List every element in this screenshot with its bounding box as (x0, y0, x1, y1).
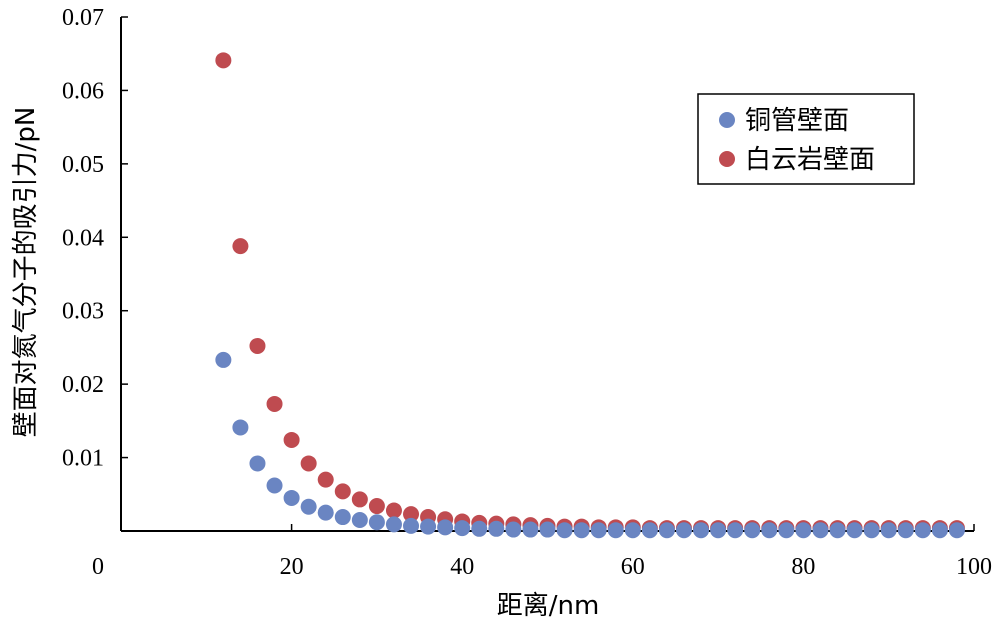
legend-box (697, 93, 915, 185)
x-tick-label: 0 (92, 554, 104, 580)
point-copper (863, 522, 880, 539)
point-copper (590, 522, 607, 539)
legend-marker-copper (719, 112, 735, 128)
legend: 铜管壁面 白云岩壁面 (697, 93, 915, 185)
point-copper (232, 419, 249, 436)
point-copper (420, 518, 437, 535)
point-dolomite (385, 502, 402, 519)
point-copper (317, 504, 334, 521)
y-tick-label: 0.06 (62, 78, 104, 104)
point-copper (641, 522, 658, 539)
legend-marker-dolomite (719, 151, 735, 167)
point-copper (505, 521, 522, 538)
point-copper (522, 521, 539, 538)
point-copper (948, 522, 965, 539)
point-dolomite (283, 431, 300, 448)
point-copper (829, 522, 846, 539)
point-copper (556, 522, 573, 539)
data-points (215, 52, 965, 539)
point-dolomite (351, 491, 368, 508)
point-copper (539, 521, 556, 538)
x-tick-label: 40 (450, 554, 474, 580)
y-ticks: 0.01 0.02 0.03 0.04 0.05 0.06 0.07 (62, 5, 128, 472)
point-copper (914, 522, 931, 539)
point-dolomite (300, 455, 317, 472)
x-tick-label: 80 (791, 554, 815, 580)
point-copper (931, 522, 948, 539)
y-tick-label: 0.05 (62, 152, 104, 178)
point-dolomite (266, 395, 283, 412)
point-dolomite (368, 498, 385, 515)
point-dolomite (232, 238, 249, 255)
legend-label-dolomite: 白云岩壁面 (745, 145, 875, 175)
point-copper (334, 509, 351, 526)
point-copper (710, 522, 727, 539)
point-dolomite (334, 483, 351, 500)
y-tick-label: 0.02 (62, 372, 104, 398)
point-copper (385, 516, 402, 533)
point-dolomite (317, 471, 334, 488)
point-copper (795, 522, 812, 539)
point-copper (761, 522, 778, 539)
x-tick-label: 20 (280, 554, 304, 580)
point-copper (778, 522, 795, 539)
x-ticks: 0 20 40 60 80 100 (92, 524, 992, 580)
point-copper (403, 517, 420, 534)
legend-label-copper: 铜管壁面 (745, 106, 849, 136)
y-tick-label: 0.04 (62, 225, 104, 251)
point-copper (812, 522, 829, 539)
x-tick-label: 60 (621, 554, 645, 580)
point-copper (437, 519, 454, 536)
point-dolomite (403, 506, 420, 523)
point-copper (573, 522, 590, 539)
point-copper (215, 351, 232, 368)
point-copper (471, 520, 488, 537)
point-copper (744, 522, 761, 539)
point-copper (624, 522, 641, 539)
x-axis-title: 距离/nm (497, 591, 600, 621)
y-tick-label: 0.07 (62, 5, 104, 31)
point-copper (727, 522, 744, 539)
point-copper (658, 522, 675, 539)
x-tick-label: 100 (956, 554, 992, 580)
point-copper (675, 522, 692, 539)
point-copper (607, 522, 624, 539)
point-copper (300, 498, 317, 515)
point-copper (368, 514, 385, 531)
y-tick-label: 0.03 (62, 299, 104, 325)
point-copper (249, 455, 266, 472)
point-copper (693, 522, 710, 539)
point-copper (266, 477, 283, 494)
point-copper (488, 520, 505, 537)
y-axis-title: 壁面对氮气分子的吸引力/pN (11, 107, 41, 438)
point-dolomite (249, 337, 266, 354)
y-tick-label: 0.01 (62, 446, 104, 472)
point-copper (351, 511, 368, 528)
point-dolomite (215, 52, 232, 69)
point-copper (897, 522, 914, 539)
point-copper (846, 522, 863, 539)
point-copper (454, 520, 471, 537)
point-copper (283, 489, 300, 506)
point-copper (880, 522, 897, 539)
